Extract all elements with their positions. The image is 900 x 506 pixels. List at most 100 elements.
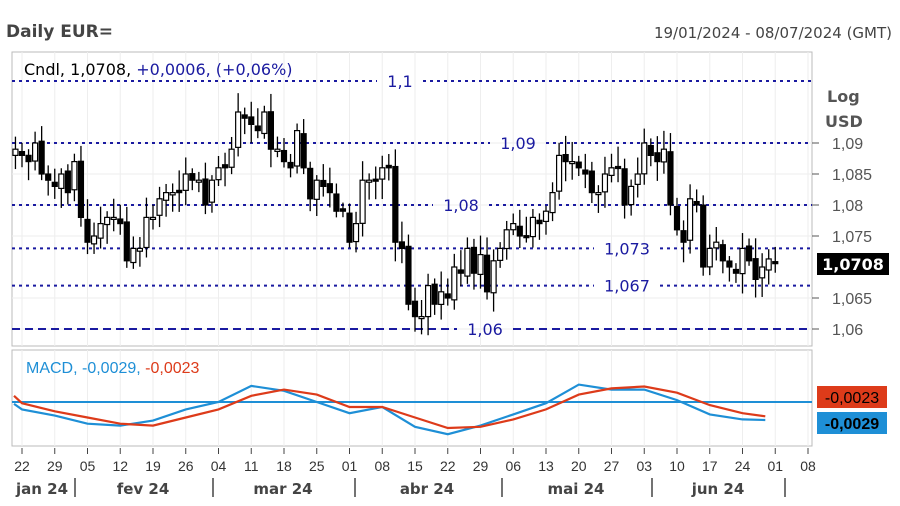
x-tick-label: 24 (735, 458, 751, 474)
x-tick-label: 06 (505, 458, 521, 474)
x-tick-label: 08 (374, 458, 390, 474)
candle (130, 236, 137, 269)
candle-body (64, 170, 71, 194)
candle (641, 128, 648, 185)
current-price-badge (817, 253, 889, 275)
x-tick-label: 01 (342, 458, 358, 474)
candle (110, 198, 117, 232)
candle (745, 238, 753, 266)
candle-body (136, 247, 143, 252)
candle-body (398, 241, 405, 250)
candle (726, 256, 733, 282)
candle-body (673, 205, 681, 231)
candle (772, 246, 779, 273)
candle (64, 164, 71, 205)
candle-body (71, 161, 78, 191)
month-label: fev 24 (117, 480, 170, 498)
candle-body (693, 200, 700, 206)
candle (84, 199, 91, 255)
candle-body (18, 150, 26, 157)
candle (575, 155, 582, 177)
candle-body (569, 161, 576, 165)
candle-body (58, 173, 65, 190)
legend-part: -0,0023 (141, 360, 200, 377)
candle-body (726, 260, 733, 268)
candle (359, 161, 366, 237)
legend-part: 1,0708, (65, 60, 131, 79)
x-tick-label: 27 (604, 458, 620, 474)
candle (51, 168, 58, 199)
candle-body (759, 266, 766, 279)
candle-body (320, 179, 327, 187)
candle (25, 149, 32, 181)
x-tick-label: 15 (407, 458, 423, 474)
candle (45, 165, 52, 196)
candle-body (713, 241, 720, 249)
candle-body (333, 193, 340, 212)
candle (58, 168, 65, 208)
y-tick-label: 1,09 (832, 136, 863, 153)
candle (621, 158, 628, 219)
candle-body (261, 111, 268, 135)
x-tick-label: 18 (276, 458, 292, 474)
candle (497, 242, 504, 268)
y-tick-label: 1,065 (832, 291, 872, 308)
candle-body (667, 151, 674, 206)
candle (385, 154, 392, 181)
candle (529, 208, 537, 248)
candle-body (686, 198, 694, 241)
current-price-label: 1,0708 (822, 255, 884, 274)
candle (693, 189, 700, 213)
candle (483, 237, 491, 300)
level-label: 1,067 (604, 277, 650, 296)
candle-body (25, 154, 32, 163)
candle-body (372, 178, 379, 182)
candle-body (549, 192, 556, 214)
candle-body (195, 179, 202, 183)
candle (392, 149, 399, 262)
candle-body (503, 229, 510, 250)
candle (510, 213, 517, 236)
candle (156, 186, 163, 228)
candle-body (601, 173, 609, 193)
signal-badge-label: -0,0023 (825, 390, 879, 407)
candle-body (235, 111, 242, 148)
candle-body (719, 244, 726, 262)
candle-body (660, 148, 668, 163)
candle-body (588, 170, 595, 194)
candle-body (169, 192, 176, 196)
candle-body (326, 183, 333, 194)
level-label: 1,073 (604, 239, 650, 258)
candle-body (464, 247, 471, 277)
candle (431, 278, 438, 315)
candle-body (483, 254, 491, 293)
candle-body (130, 247, 137, 264)
x-tick-label: 11 (244, 458, 259, 474)
level-label: 1,06 (467, 320, 503, 339)
candle (307, 161, 314, 212)
candle-body (608, 167, 615, 176)
candle (149, 204, 157, 230)
candle (464, 237, 471, 284)
chart-title: Daily EUR= (6, 22, 113, 42)
candle (444, 278, 451, 306)
candle-body (202, 178, 209, 206)
candle (163, 183, 170, 217)
candle (680, 220, 687, 263)
month-label: jan 24 (15, 480, 68, 498)
x-tick-label: 20 (571, 458, 587, 474)
candle (241, 107, 248, 135)
signal-badge (817, 386, 887, 408)
candle (346, 203, 353, 248)
candle-body (628, 185, 635, 206)
candle (182, 157, 189, 206)
candle-body (241, 114, 248, 119)
x-tick-label: 29 (47, 458, 63, 474)
candle (700, 195, 707, 276)
candle (555, 142, 563, 200)
x-tick-label: 04 (211, 458, 227, 474)
candle (647, 138, 654, 167)
candle-body (117, 218, 124, 225)
candle-body (490, 260, 497, 294)
candle (608, 153, 615, 183)
